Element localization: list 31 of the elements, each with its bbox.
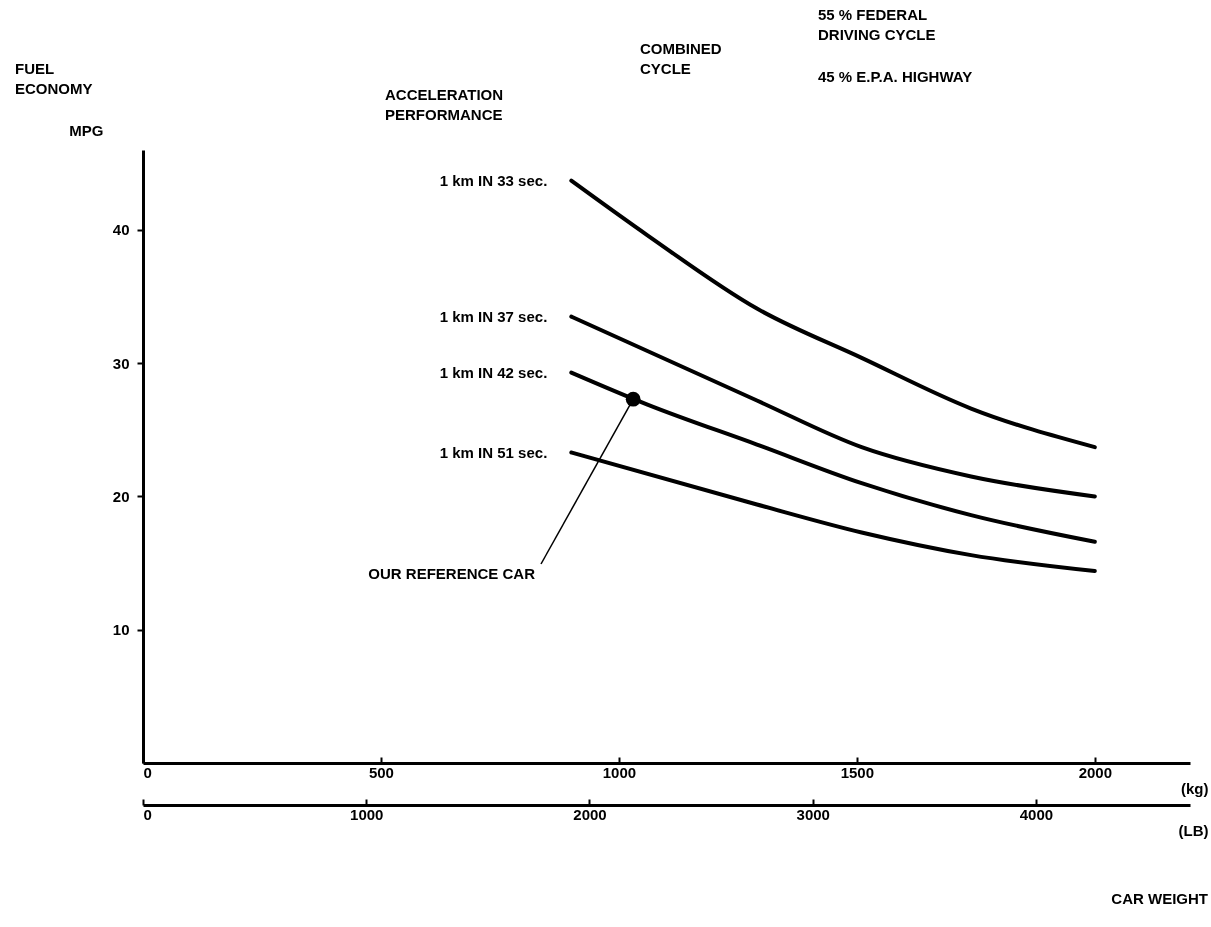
text: 55 % FEDERAL DRIVING CYCLE [818, 6, 936, 43]
x-tick-label: 2000 [1078, 763, 1113, 781]
x-axis-title: (kg) [1181, 779, 1209, 797]
y-tick-label: 20 [112, 487, 130, 505]
annotation: OUR REFERENCE CAR [368, 565, 536, 582]
line-series [569, 370, 1097, 544]
text: FUEL ECONOMY [15, 60, 93, 97]
x-tick-label: 500 [368, 763, 394, 781]
series-label: 1 km IN 42 sec. [439, 363, 548, 381]
text: ACCELERATION PERFORMANCE [385, 86, 504, 123]
series-label: 1 km IN 51 sec. [439, 443, 548, 461]
text: CAR WEIGHT [1111, 890, 1208, 907]
x2-tick-label: 4000 [1019, 805, 1054, 823]
y-tick-label: 40 [112, 221, 130, 239]
text: COMBINED CYCLE [640, 40, 722, 77]
text: 45 % E.P.A. HIGHWAY [818, 68, 973, 85]
y-tick-label: 30 [112, 354, 130, 372]
line-series [569, 314, 1097, 499]
x-tick-label: 0 [143, 763, 152, 781]
x-tick-label: 1500 [840, 763, 875, 781]
series-label: 1 km IN 33 sec. [439, 171, 548, 189]
y-tick-label: 10 [112, 621, 130, 639]
line-series [569, 178, 1097, 450]
y-axis-title: MPG [69, 121, 104, 139]
x2-tick-label: 3000 [796, 805, 830, 823]
x2-tick-label: 1000 [350, 805, 384, 823]
x2-tick-label: 0 [143, 805, 152, 823]
x-tick-label: 1000 [602, 763, 637, 781]
x2-tick-label: 2000 [573, 805, 607, 823]
x2-axis-title: (LB) [1178, 821, 1209, 839]
series-label: 1 km IN 37 sec. [439, 307, 548, 325]
